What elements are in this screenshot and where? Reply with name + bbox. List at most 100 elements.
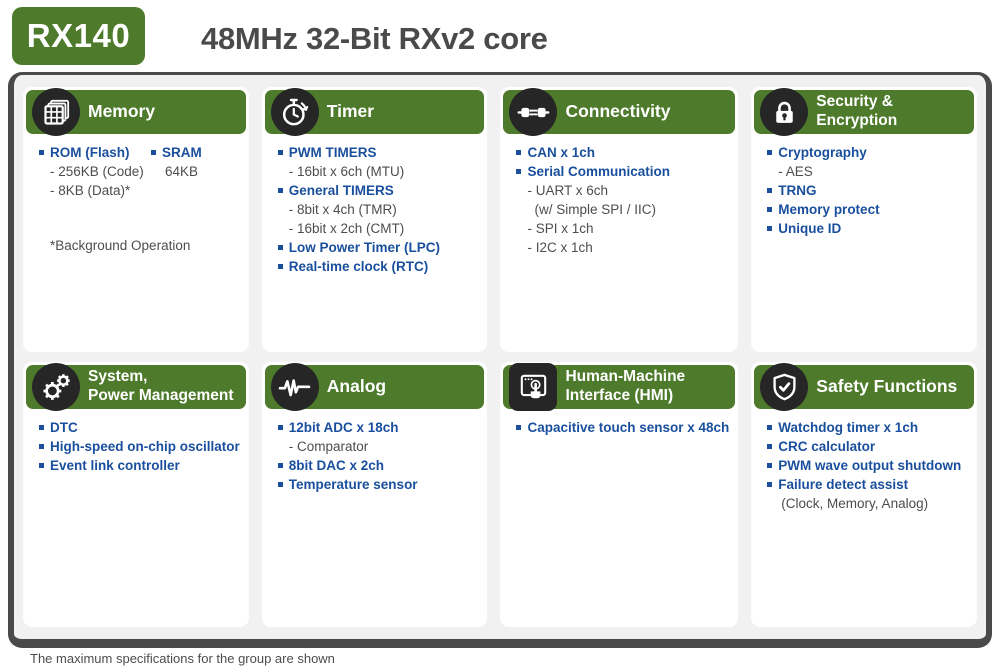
card-header: System, Power Management [26,363,246,411]
feature-item: ROM (Flash) [37,143,149,162]
gears-card: System, Power Management DTC High-speed on… [23,362,249,627]
column: ROM (Flash) - 256KB (Code) - 8KB (Data)* [37,143,149,200]
bullet-icon [767,207,773,212]
feature-item: Capacitive touch sensor x 48ch [514,418,729,437]
feature-item: 8bit DAC x 2ch [276,456,479,475]
bullet-icon [767,425,773,430]
feature-item: Unique ID [765,219,968,238]
card-title: Timer [326,101,375,122]
timer-card: Timer PWM TIMERS - 16bit x 6ch (MTU) Gener… [261,87,488,352]
gears-icon [32,363,80,411]
card-body: DTC High-speed on-chip oscillator Event li… [26,409,246,475]
feature-item: Real-time clock (RTC) [276,257,479,276]
bullet-icon [767,150,773,155]
card-title: Analog [326,376,387,397]
card-title: Connectivity [565,101,671,122]
card-body: Capacitive touch sensor x 48ch [503,409,735,437]
bullet-icon [39,425,44,430]
memory-card: Memory ROM (Flash) - 256KB (Code) - 8KB (D… [23,87,249,352]
feature-item: - UART x 6ch [527,183,608,198]
bullet-icon [767,482,773,487]
connectivity-icon [509,88,558,136]
feature-item: Watchdog timer x 1ch [765,418,968,437]
bullet-icon [277,188,283,193]
connectivity-card: Connectivity CAN x 1ch Serial Communicati… [500,87,739,352]
bullet-icon [516,150,522,155]
feature-item: Serial Communication [514,162,729,181]
shield-card: Safety Functions Watchdog timer x 1ch CRC… [751,362,977,627]
card-header: Memory [26,88,246,136]
bullet-icon [151,150,156,155]
feature-item: TRNG [765,181,968,200]
timer-icon [270,88,319,136]
lock-card: Security & Encryption Cryptography - AES TR… [751,87,977,352]
shield-icon [760,363,809,411]
feature-item: 12bit ADC x 18ch [276,418,479,437]
column: SRAM 64KB [149,143,202,200]
two-column-list: ROM (Flash) - 256KB (Code) - 8KB (Data)* SR… [37,143,240,200]
hmi-touch-icon [509,363,558,411]
bullet-icon [39,463,44,468]
card-title: Memory [88,101,156,122]
card-body: PWM TIMERS - 16bit x 6ch (MTU) General TIM… [265,134,485,276]
feature-item: - SPI x 1ch [527,221,594,236]
card-header: Connectivity [503,88,736,136]
feature-item: SRAM [149,143,202,162]
bullet-icon [516,425,522,430]
feature-item: Cryptography [765,143,968,162]
feature-item: CAN x 1ch [514,143,729,162]
feature-item: Memory protect [765,200,968,219]
analog-icon [270,363,319,411]
bullet-icon [277,463,283,468]
lock-icon [760,88,809,136]
feature-item: High-speed on-chip oscillator [37,437,240,456]
bullet-icon [277,264,283,269]
analog-card: Analog 12bit ADC x 18ch - Comparator 8bit … [261,362,488,627]
bullet-icon [767,226,773,231]
card-body: CAN x 1ch Serial Communication - UART x 6c… [503,134,735,257]
card-body: ROM (Flash) - 256KB (Code) - 8KB (Data)* SR… [26,134,246,255]
feature-item: General TIMERS [276,181,479,200]
bullet-icon [277,482,283,487]
feature-item: - 8KB (Data)* [50,183,131,198]
feature-item: Failure detect assist [765,475,968,494]
card-header: Analog [264,363,485,411]
hmi-touch-card: Human-Machine Interface (HMI) Capacitive … [500,362,739,627]
card-title: Security & Encryption [816,93,898,129]
bullet-icon [39,444,44,449]
feature-item: CRC calculator [765,437,968,456]
card-body: Cryptography - AES TRNG Memory protect Uniqu… [754,134,974,238]
feature-item: 64KB [165,164,199,179]
feature-item: (w/ Simple SPI / IIC) [534,202,656,217]
card-header: Safety Functions [754,363,974,411]
feature-item: PWM TIMERS [276,143,479,162]
memory-icon [32,88,80,136]
card-body: Watchdog timer x 1ch CRC calculator PWM wa… [754,409,974,513]
bullet-icon [767,444,773,449]
card-note: *Background Operation [50,238,191,253]
feature-item: - Comparator [288,439,369,454]
cards-grid: Memory ROM (Flash) - 256KB (Code) - 8KB (D… [23,87,977,627]
feature-item: - 256KB (Code) [50,164,144,179]
card-title: Safety Functions [816,376,958,397]
bullet-icon [767,188,773,193]
bullet-icon [277,245,283,250]
card-body: 12bit ADC x 18ch - Comparator 8bit DAC x 2… [265,409,485,494]
card-title: Human-Machine Interface (HMI) [565,368,686,404]
product-badge: RX140 [12,7,145,65]
bullet-icon [39,150,44,155]
feature-item: Low Power Timer (LPC) [276,238,479,257]
feature-item: PWM wave output shutdown [765,456,968,475]
card-header: Human-Machine Interface (HMI) [503,363,736,411]
bullet-icon [277,425,283,430]
feature-item: - 16bit x 6ch (MTU) [288,164,405,179]
feature-item: - 16bit x 2ch (CMT) [288,221,405,236]
bullet-icon [277,150,283,155]
card-header: Security & Encryption [754,88,974,136]
bullet-icon [767,463,773,468]
card-title: System, Power Management [88,368,234,404]
feature-item: Event link controller [37,456,240,475]
feature-item: - AES [778,164,813,179]
feature-item: - 8bit x 4ch (TMR) [288,202,397,217]
feature-panel: Memory ROM (Flash) - 256KB (Code) - 8KB (D… [8,72,992,648]
